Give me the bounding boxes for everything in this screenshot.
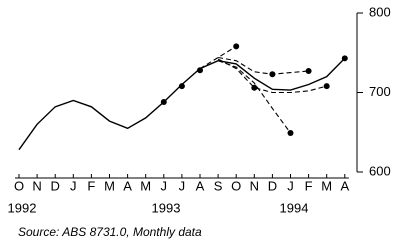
x-tick-label: J: [70, 178, 77, 193]
x-tick-label: M: [140, 178, 151, 193]
x-tick-label: O: [231, 178, 241, 193]
x-tick-label: J: [287, 178, 294, 193]
x-tick-label: O: [14, 178, 24, 193]
point: [341, 55, 348, 62]
x-tick-label: J: [179, 178, 186, 193]
x-tick-label: A: [123, 178, 132, 193]
point: [323, 83, 330, 90]
point: [178, 83, 185, 90]
forecast-line: [199, 45, 237, 70]
forecast-line: [218, 56, 309, 75]
forecast-line: [217, 58, 327, 94]
x-tick-label: M: [104, 178, 115, 193]
point: [197, 67, 203, 74]
x-tick-label: A: [196, 178, 205, 193]
point: [269, 71, 276, 78]
forecast-line: [217, 60, 291, 134]
x-tick-label: F: [87, 178, 95, 193]
point: [233, 43, 240, 50]
x-tick-label: D: [268, 178, 277, 193]
y-tick-label: 600: [369, 163, 391, 178]
year-label: 1993: [152, 200, 181, 215]
point: [160, 99, 167, 106]
point: [251, 84, 258, 91]
x-tick-label: M: [321, 178, 332, 193]
point: [287, 130, 294, 137]
x-tick-label: N: [32, 178, 41, 193]
y-tick-label: 700: [369, 84, 391, 99]
x-tick-label: J: [161, 178, 168, 193]
x-tick-label: S: [214, 178, 223, 193]
x-tick-label: D: [51, 178, 60, 193]
point: [305, 68, 312, 75]
x-tick-label: N: [250, 178, 259, 193]
y-tick-label: 800: [369, 4, 391, 19]
source: Source: ABS 8731.0, Monthly data: [18, 225, 202, 239]
x-tick-label: F: [305, 178, 313, 193]
year-label: 1992: [8, 200, 37, 215]
x-tick-label: A: [340, 178, 349, 193]
year-label: 1994: [280, 200, 309, 215]
